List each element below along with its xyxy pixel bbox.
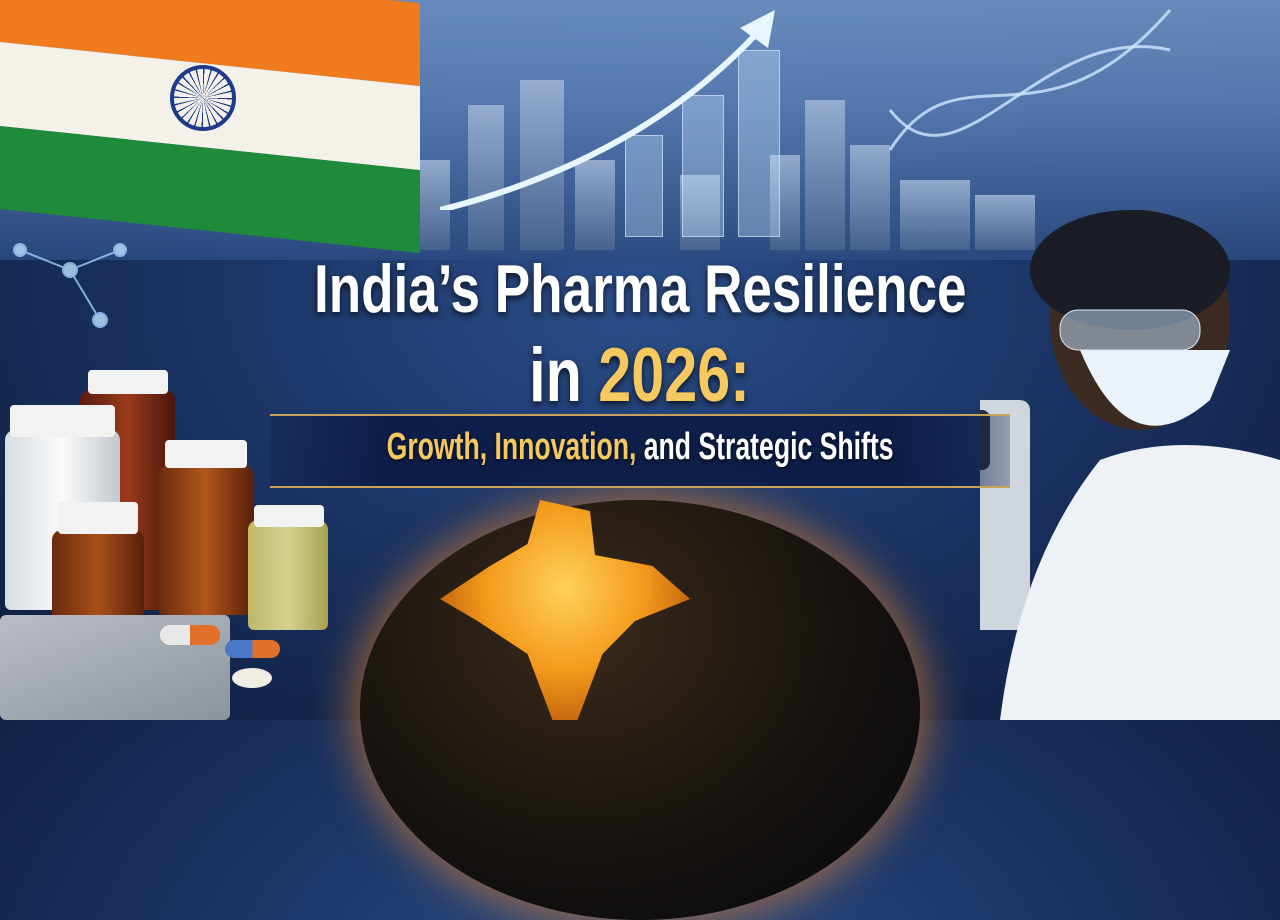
- poster-title-line2: in 2026:: [0, 332, 1280, 419]
- title-year: 2026:: [598, 333, 751, 418]
- molecule-icon: [13, 243, 127, 328]
- poster-subtitle: Growth, Innovation, and Strategic Shifts: [0, 426, 1280, 469]
- subtitle-band: [270, 414, 1010, 488]
- dna-helix-icon: [888, 9, 1172, 151]
- globe-illustration: [360, 500, 920, 920]
- scientist-with-microscope: [980, 210, 1280, 720]
- title-prefix: in: [529, 333, 583, 418]
- subtitle-highlight: Growth, Innovation,: [386, 426, 637, 468]
- growth-arrow-icon: [440, 10, 775, 210]
- ashoka-chakra-icon: [170, 65, 236, 131]
- subtitle-rest: and Strategic Shifts: [643, 426, 894, 468]
- poster-title-line1: India’s Pharma Resilience: [313, 251, 967, 327]
